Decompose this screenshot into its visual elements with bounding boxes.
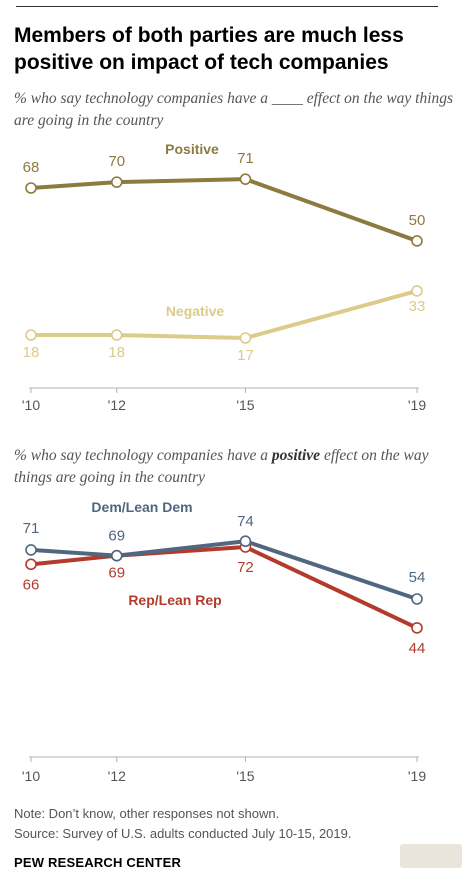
data-label: 18 bbox=[108, 344, 125, 361]
x-tick-label: '12 bbox=[108, 397, 126, 413]
series-line bbox=[29, 288, 419, 340]
data-point bbox=[110, 549, 123, 562]
data-point bbox=[239, 173, 252, 185]
x-tick-label: '15 bbox=[236, 768, 254, 784]
data-point bbox=[411, 285, 423, 297]
data-point bbox=[239, 535, 252, 548]
data-point bbox=[25, 329, 37, 341]
chart2-subtitle-post: effect on the way things are going in th… bbox=[14, 447, 429, 486]
x-tick-label: '19 bbox=[408, 768, 426, 784]
watermark-stamp bbox=[400, 844, 462, 868]
x-tick-label: '10 bbox=[22, 397, 40, 413]
note-text: Note: Don’t know, other responses not sh… bbox=[14, 806, 280, 821]
chart2-plot: '10 '12 '15 '19 71 69 74 54 66 69 72 44 Dem/Lean Dem… bbox=[22, 499, 426, 784]
data-label: 69 bbox=[108, 528, 125, 545]
data-label: 18 bbox=[23, 344, 40, 361]
x-tick-label: '15 bbox=[236, 397, 254, 413]
data-label: 54 bbox=[409, 569, 426, 586]
brand-name: PEW RESEARCH CENTER bbox=[14, 855, 182, 870]
top-rule bbox=[16, 6, 438, 7]
data-point bbox=[110, 176, 123, 188]
series-line bbox=[29, 539, 419, 601]
data-label: 50 bbox=[409, 212, 426, 229]
data-label: 17 bbox=[237, 347, 254, 364]
data-point bbox=[25, 544, 37, 556]
x-tick-label: '10 bbox=[22, 768, 40, 784]
series-line bbox=[29, 177, 419, 243]
chart2-subtitle: % who say technology companies have a po… bbox=[14, 445, 454, 489]
series-name-label: Rep/Lean Rep bbox=[128, 592, 221, 608]
data-label: 69 bbox=[108, 565, 125, 582]
data-label: 71 bbox=[23, 520, 40, 537]
data-label: 33 bbox=[409, 298, 426, 315]
data-label: 72 bbox=[237, 559, 254, 576]
source-text: Source: Survey of U.S. adults conducted … bbox=[14, 826, 352, 841]
x-tick-label: '12 bbox=[108, 768, 126, 784]
chart-title: Members of both parties are much less po… bbox=[14, 24, 404, 74]
data-point bbox=[25, 182, 37, 194]
chart2-subtitle-bold: positive bbox=[271, 447, 321, 464]
data-label: 44 bbox=[409, 640, 426, 657]
data-label: 66 bbox=[23, 576, 40, 593]
series-name-label: Negative bbox=[166, 303, 225, 319]
data-label: 70 bbox=[108, 153, 125, 170]
data-point bbox=[411, 235, 423, 247]
data-point bbox=[411, 622, 423, 634]
data-point bbox=[239, 332, 252, 344]
data-point bbox=[25, 558, 37, 571]
data-label: 74 bbox=[237, 513, 254, 530]
x-tick-label: '19 bbox=[408, 397, 426, 413]
chart1-plot: '10 '12 '15 '19 68 70 71 50 18 18 17 33 Positive Nega… bbox=[22, 141, 426, 413]
chart2-subtitle-pre: % who say technology companies have a bbox=[14, 447, 272, 464]
series-name-label: Positive bbox=[165, 141, 219, 157]
data-label: 71 bbox=[237, 150, 254, 167]
data-point bbox=[411, 593, 423, 605]
series-name-label: Dem/Lean Dem bbox=[91, 499, 192, 515]
data-point bbox=[110, 329, 123, 341]
series-line bbox=[29, 545, 419, 630]
chart1-subtitle: % who say technology companies have a __… bbox=[14, 90, 454, 129]
data-label: 68 bbox=[23, 159, 40, 176]
